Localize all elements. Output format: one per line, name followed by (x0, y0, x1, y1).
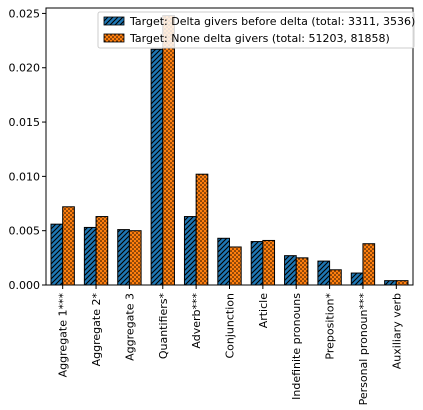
axes-layer: 0.000 0.005 0.010 0.015 0.020 0.025 Aggregate … (9, 7, 414, 405)
legend-swatch-series-2 (103, 33, 125, 43)
x-tick-label: Aggregate 2* (90, 293, 103, 367)
bar-series-2-6 (229, 246, 242, 286)
x-tick-label: Preposition* (324, 293, 337, 360)
bar-series-2-10 (362, 243, 376, 286)
y-tick-label: 0.020 (9, 62, 41, 75)
bar-series-2-1 (62, 206, 75, 286)
legend-swatch-series-1 (103, 16, 125, 26)
x-tick-label: Indefinite pronouns (290, 293, 303, 400)
bar-series-1-1 (50, 223, 64, 286)
bar-series-1-10 (350, 272, 364, 286)
y-tick-label: 0.005 (9, 225, 41, 238)
bar-series-1-7 (250, 241, 264, 286)
bar-series-2-9 (329, 269, 342, 286)
bar-series-2-4 (162, 15, 175, 286)
bar-series-1-9 (317, 260, 331, 286)
x-tick-label: Quantifiers* (157, 293, 170, 360)
bar-series-1-5 (183, 216, 197, 286)
bar-series-2-8 (295, 257, 309, 286)
y-tick-label: 0.000 (9, 279, 41, 292)
legend-box (97, 11, 415, 49)
x-tick-label: Adverb*** (190, 293, 203, 349)
x-tick-label: Article (257, 293, 270, 329)
bar-series-1-8 (284, 255, 297, 286)
bars-layer (50, 15, 409, 286)
legend-label-series-1: Target: Delta givers before delta (total… (129, 15, 415, 28)
bar-series-1-4 (150, 48, 164, 286)
bar-series-2-7 (262, 239, 276, 286)
bar-series-1-6 (217, 237, 231, 286)
x-tick-label: Aggregate 1*** (57, 293, 70, 378)
x-tick-label: Auxiliary verb (390, 293, 403, 369)
x-tick-label: Conjunction (224, 293, 237, 359)
x-tick-label: Personal pronoun*** (357, 293, 370, 406)
bar-series-1-11 (384, 280, 397, 286)
bar-series-1-2 (83, 226, 97, 286)
bar-series-2-5 (195, 173, 209, 286)
bar-series-2-3 (128, 230, 142, 286)
x-tick-label: Aggregate 3 (123, 293, 136, 361)
y-tick-label: 0.025 (9, 7, 41, 20)
bar-series-2-11 (395, 280, 409, 286)
bar-series-1-3 (117, 229, 130, 286)
legend: Target: Delta givers before delta (total… (97, 11, 415, 49)
bar-series-2-2 (95, 216, 109, 286)
y-tick-label: 0.015 (9, 116, 41, 129)
legend-label-series-2: Target: None delta givers (total: 51203,… (129, 32, 390, 45)
y-tick-label: 0.010 (9, 170, 41, 183)
